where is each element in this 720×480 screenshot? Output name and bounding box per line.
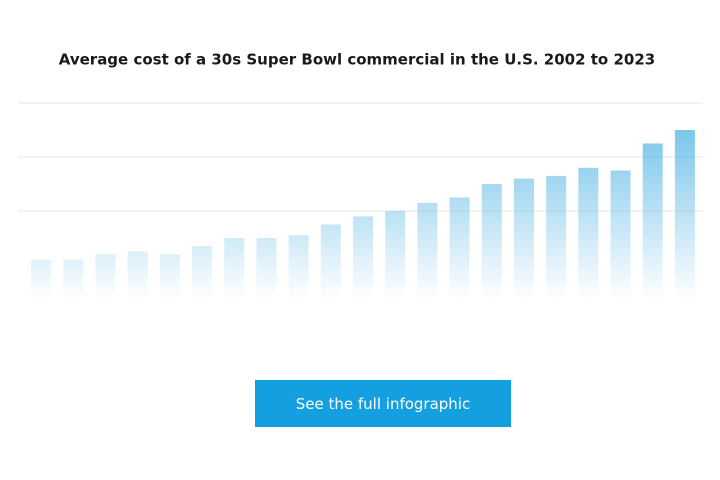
bar	[481, 184, 502, 319]
bar	[546, 175, 567, 319]
bar	[31, 259, 52, 319]
bar	[578, 167, 599, 319]
bar	[385, 211, 406, 319]
bar	[288, 235, 309, 319]
bar	[353, 216, 373, 319]
bar	[513, 178, 534, 319]
chart: Average cost of a 30s Super Bowl commerc…	[18, 51, 703, 319]
infographic-button[interactable]: See the full infographic	[255, 380, 511, 427]
bar	[320, 224, 341, 319]
bar	[256, 238, 277, 319]
bar	[674, 130, 695, 319]
bar	[192, 246, 213, 319]
bar	[610, 170, 631, 319]
bar	[127, 251, 148, 319]
bar	[642, 143, 663, 319]
bar	[417, 202, 438, 319]
bar	[224, 238, 245, 319]
bar	[159, 254, 180, 319]
bar	[95, 254, 116, 319]
bar	[449, 197, 470, 319]
chart-title: Average cost of a 30s Super Bowl commerc…	[59, 51, 655, 69]
bar	[63, 259, 84, 319]
